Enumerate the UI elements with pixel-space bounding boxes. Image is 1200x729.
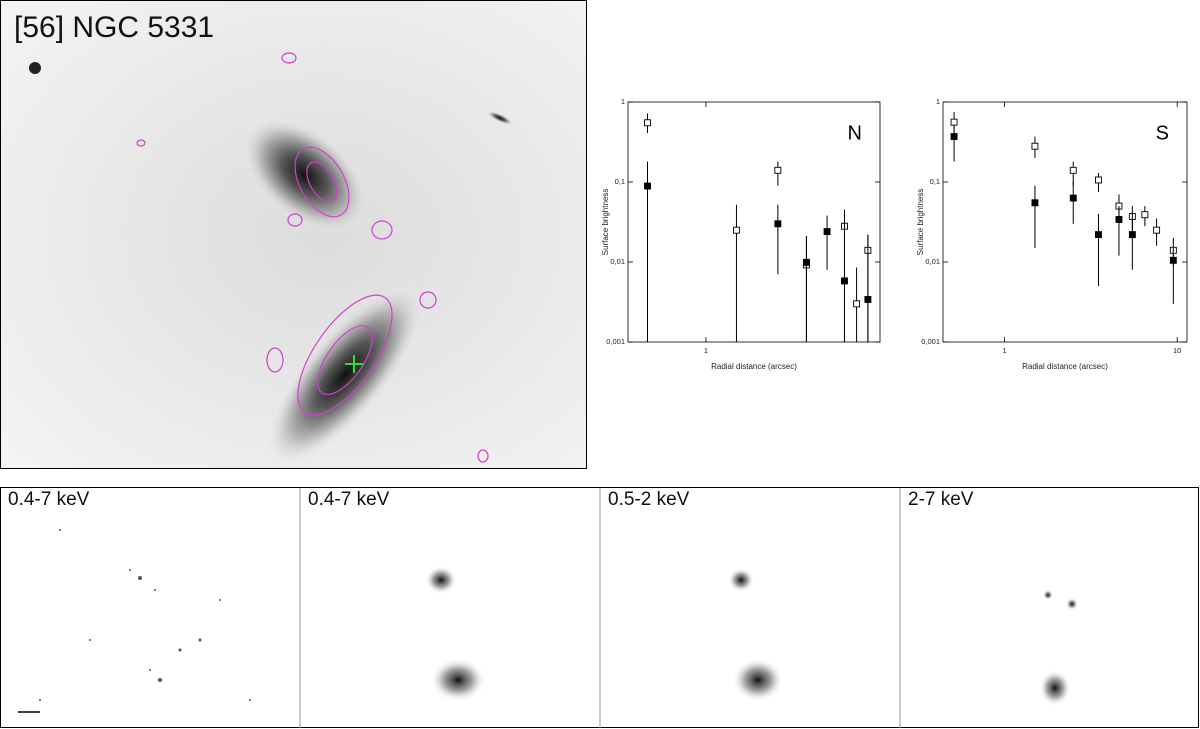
image-title: [56] NGC 5331 <box>14 11 214 44</box>
point <box>864 296 872 303</box>
y-tick-label: 0,01 <box>925 257 940 266</box>
plot-frame <box>627 101 881 343</box>
y-tick-label: 0,001 <box>921 337 940 346</box>
xray-panels <box>0 487 1199 728</box>
point <box>1141 211 1149 219</box>
y-axis-label: Surface brightness <box>916 189 925 256</box>
x-tick-label: 10 <box>1173 346 1181 355</box>
x-axis-label: Radial distance (arcsec) <box>711 362 797 371</box>
y-tick-label: 0,1 <box>615 177 625 186</box>
point <box>950 133 958 140</box>
y-axis-label: Surface brightness <box>601 189 610 256</box>
point <box>853 300 861 308</box>
plot-frame <box>942 101 1188 343</box>
point <box>1095 176 1102 184</box>
y-tick-label: 1 <box>936 97 940 106</box>
point <box>823 228 831 236</box>
point <box>1069 166 1077 174</box>
point <box>841 277 848 285</box>
point <box>1095 231 1102 239</box>
annotation: N <box>848 122 862 144</box>
point <box>1115 216 1123 223</box>
y-tick-label: 0,001 <box>606 337 625 346</box>
point <box>644 182 651 190</box>
point <box>1031 142 1039 150</box>
point <box>802 258 810 266</box>
point <box>733 226 740 234</box>
panel-label: 0.4-7 keV <box>308 489 390 510</box>
x-tick-label: 1 <box>1002 346 1006 355</box>
y-tick-label: 0,01 <box>610 257 625 266</box>
panel-label: 0.5-2 keV <box>608 489 690 510</box>
point <box>1128 231 1136 239</box>
x-axis-label: Radial distance (arcsec) <box>1022 362 1108 371</box>
point <box>1069 194 1077 202</box>
point <box>1031 199 1039 207</box>
y-tick-label: 0,1 <box>930 177 940 186</box>
point <box>644 119 651 127</box>
point <box>774 166 782 174</box>
point <box>774 220 782 228</box>
x-tick-label: 1 <box>704 346 708 355</box>
point <box>1153 226 1161 234</box>
annotation: S <box>1156 122 1169 144</box>
y-tick-label: 1 <box>621 97 625 106</box>
panel-label: 0.4-7 keV <box>8 489 90 510</box>
optical-image: [56] NGC 5331 <box>0 0 587 469</box>
point <box>950 118 958 126</box>
point <box>1169 256 1177 264</box>
panel-label: 2-7 keV <box>908 489 974 510</box>
